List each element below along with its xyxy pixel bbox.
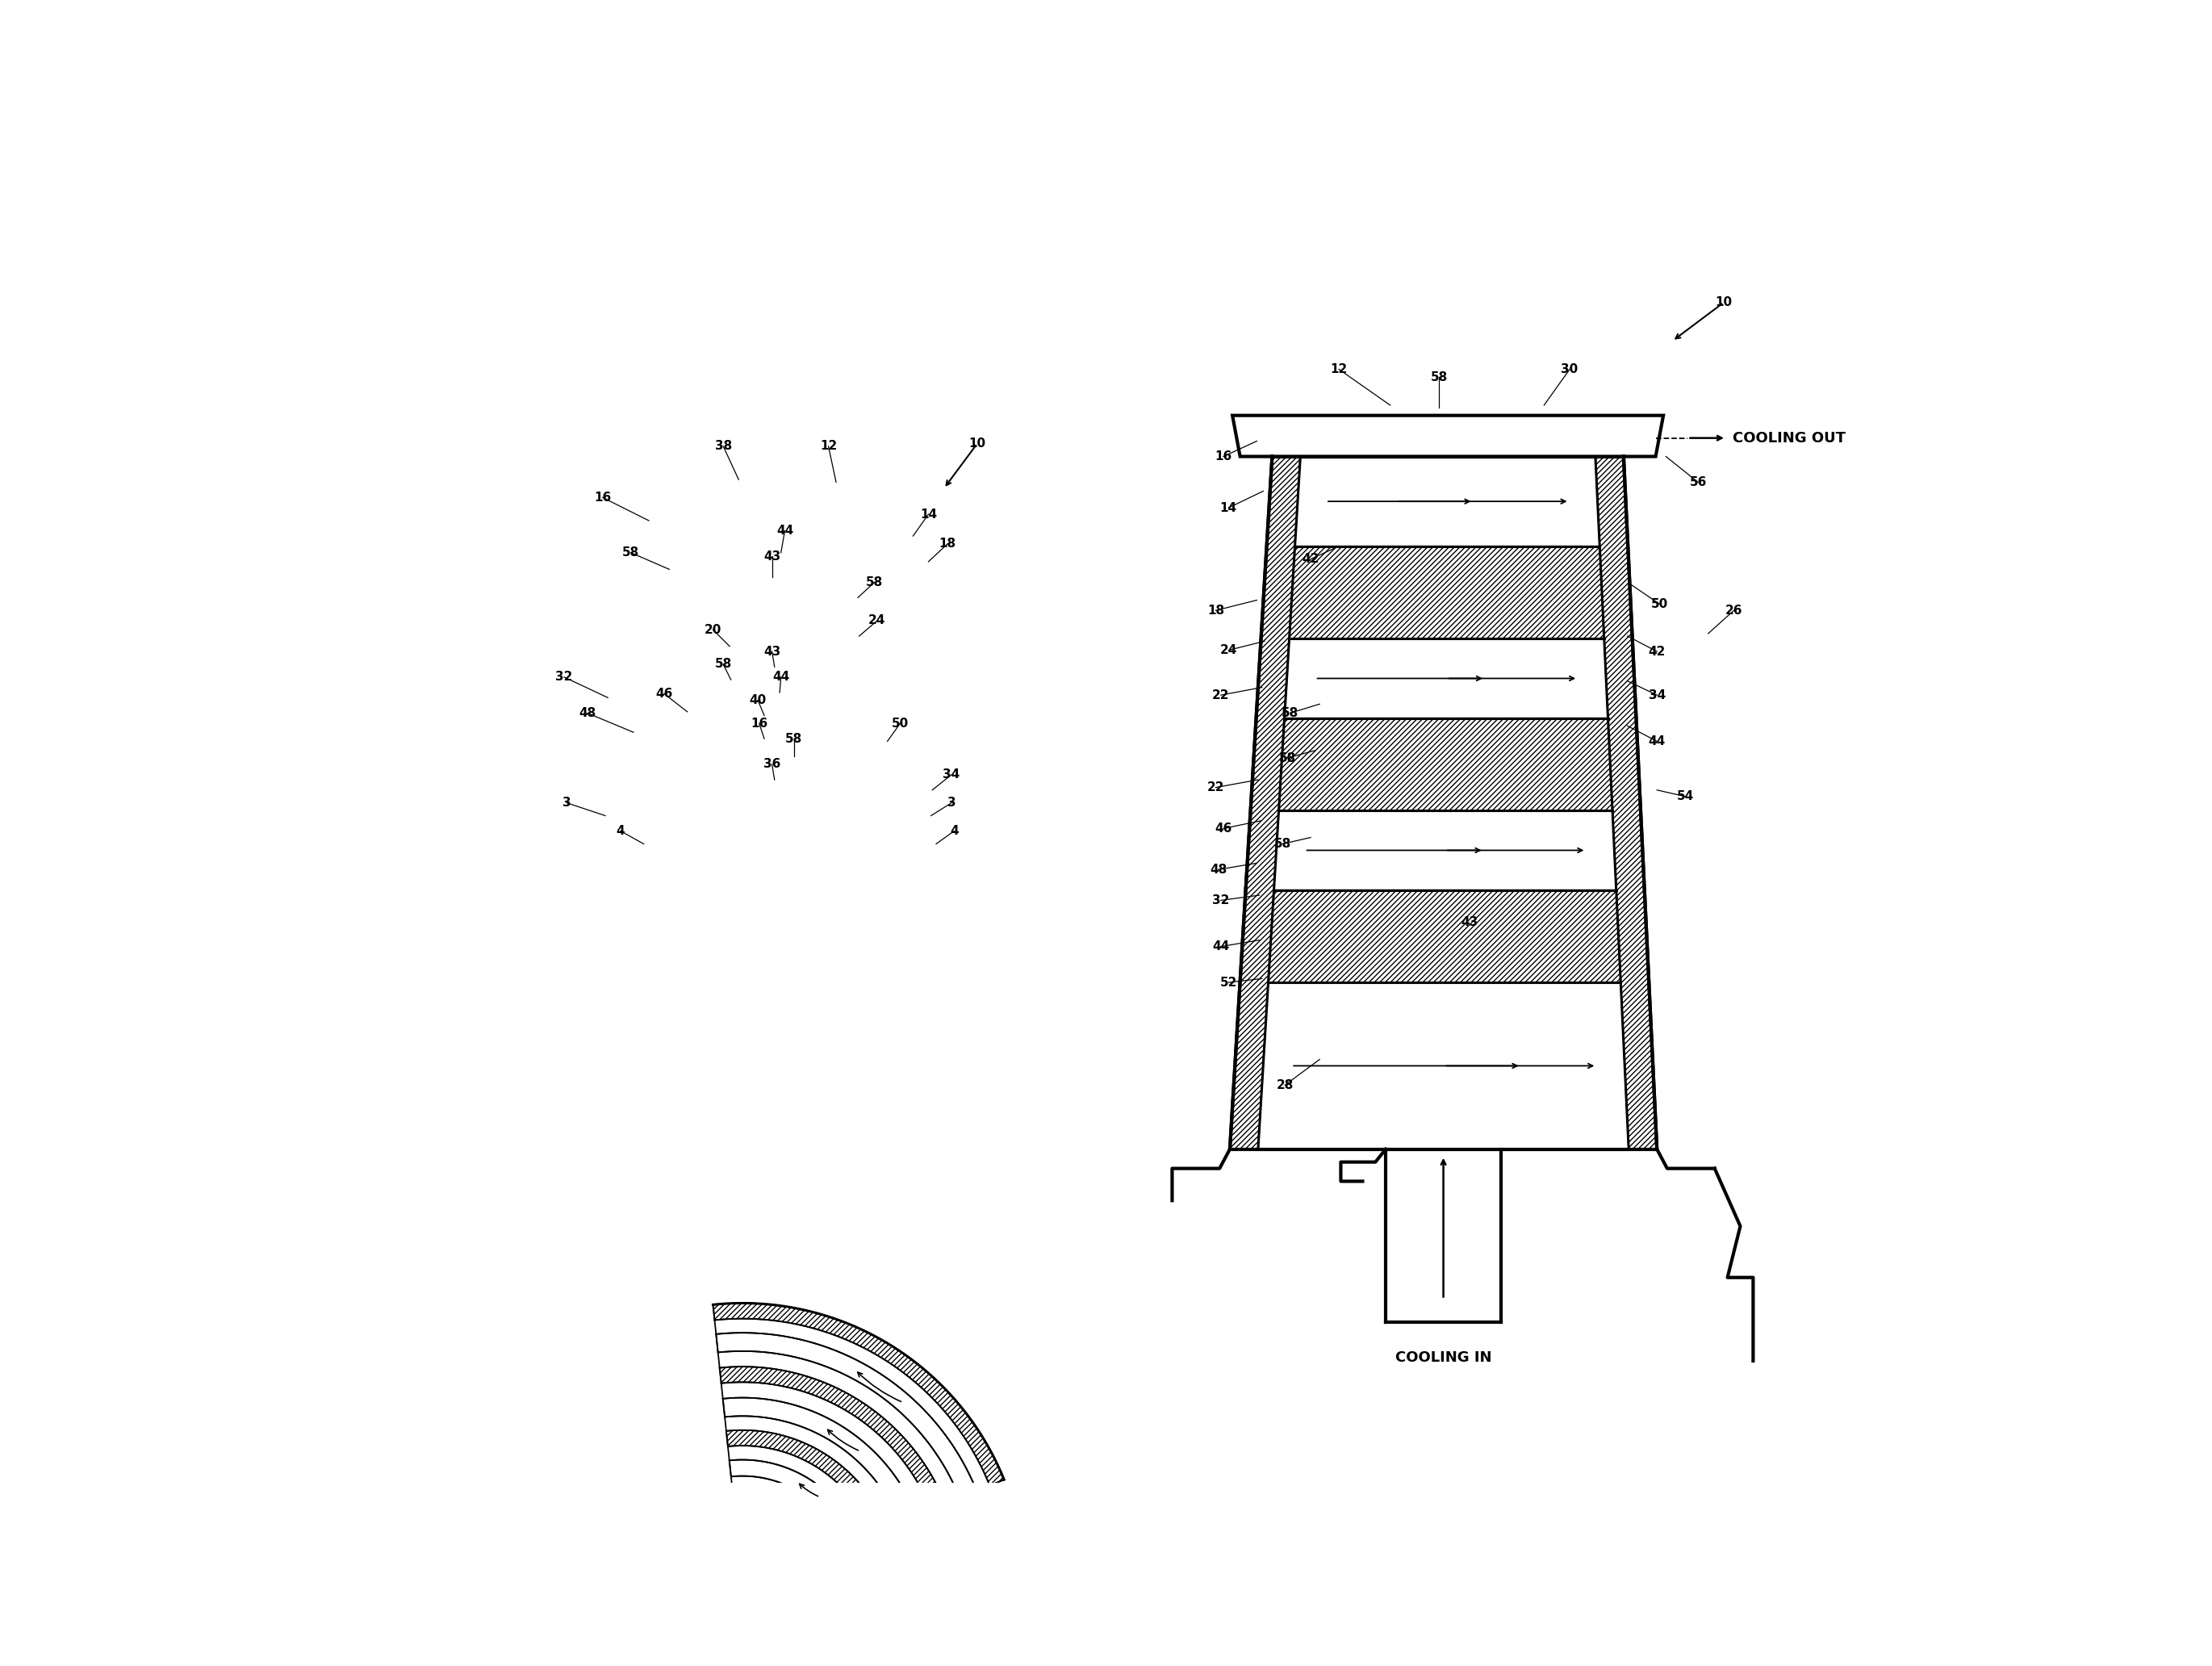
Text: 38: 38 — [714, 440, 732, 451]
Text: 56: 56 — [1690, 476, 1708, 488]
Polygon shape — [1230, 456, 1301, 1150]
Text: 58: 58 — [1279, 751, 1296, 765]
Text: 44: 44 — [776, 525, 794, 536]
Text: 54: 54 — [1677, 790, 1694, 803]
Polygon shape — [712, 1303, 1004, 1486]
Text: 3: 3 — [947, 796, 956, 810]
Polygon shape — [1285, 638, 1608, 718]
Polygon shape — [719, 1366, 945, 1509]
Polygon shape — [1274, 811, 1617, 890]
Text: 14: 14 — [1221, 501, 1237, 513]
Text: 24: 24 — [869, 615, 885, 626]
Text: 58: 58 — [714, 658, 732, 670]
Text: 4: 4 — [617, 825, 626, 836]
Text: 16: 16 — [750, 718, 768, 730]
Text: 34: 34 — [942, 768, 960, 781]
Polygon shape — [732, 1488, 832, 1554]
Text: 42: 42 — [1303, 553, 1318, 565]
Text: COOLING IN: COOLING IN — [1396, 1351, 1491, 1364]
Text: 58: 58 — [1431, 372, 1447, 383]
Text: 32: 32 — [555, 671, 573, 683]
Polygon shape — [717, 1333, 978, 1498]
Text: 32: 32 — [1212, 895, 1230, 906]
Text: 50: 50 — [1650, 598, 1668, 610]
Polygon shape — [1294, 456, 1599, 546]
Text: 52: 52 — [1221, 976, 1237, 988]
Text: 50: 50 — [891, 718, 909, 730]
Text: 22: 22 — [1208, 781, 1225, 793]
Text: 4: 4 — [949, 825, 958, 836]
Text: COOLING OUT: COOLING OUT — [1732, 431, 1845, 445]
Text: 48: 48 — [580, 706, 595, 720]
Text: 10: 10 — [1714, 297, 1732, 308]
Text: 58: 58 — [1281, 706, 1298, 720]
Polygon shape — [730, 1459, 858, 1544]
Text: 46: 46 — [655, 688, 672, 700]
Text: 46: 46 — [1214, 823, 1232, 835]
Text: 22: 22 — [1212, 690, 1230, 701]
Text: 58: 58 — [867, 576, 883, 588]
Polygon shape — [726, 1429, 887, 1533]
Text: 44: 44 — [1212, 941, 1230, 953]
Text: 26: 26 — [1725, 605, 1743, 616]
Text: 44: 44 — [1648, 735, 1666, 748]
Text: 16: 16 — [1214, 450, 1232, 463]
Text: 36: 36 — [763, 758, 781, 770]
Polygon shape — [723, 1398, 916, 1523]
Text: 16: 16 — [595, 491, 611, 503]
Polygon shape — [1267, 890, 1621, 983]
Text: 48: 48 — [1210, 863, 1228, 876]
Text: 3: 3 — [562, 796, 571, 810]
Text: 12: 12 — [1329, 363, 1347, 375]
Text: 24: 24 — [1221, 645, 1237, 656]
Text: 20: 20 — [703, 623, 721, 636]
Text: 58: 58 — [1274, 838, 1292, 850]
Polygon shape — [1259, 983, 1628, 1150]
Polygon shape — [1595, 456, 1657, 1150]
Polygon shape — [1279, 718, 1613, 811]
Text: 58: 58 — [785, 733, 803, 745]
Text: 58: 58 — [622, 546, 639, 558]
Text: 12: 12 — [821, 440, 836, 451]
Text: 10: 10 — [969, 438, 987, 450]
Text: 30: 30 — [1562, 363, 1579, 375]
Text: 43: 43 — [1462, 916, 1478, 928]
Text: 28: 28 — [1276, 1080, 1294, 1091]
Text: 43: 43 — [763, 550, 781, 563]
Text: 42: 42 — [1648, 645, 1666, 658]
Text: 43: 43 — [763, 645, 781, 658]
Text: 18: 18 — [940, 538, 956, 550]
Text: 44: 44 — [772, 671, 790, 683]
Text: 18: 18 — [1208, 605, 1223, 616]
Text: 40: 40 — [750, 695, 765, 706]
Text: 34: 34 — [1648, 690, 1666, 701]
Polygon shape — [1232, 415, 1663, 456]
Polygon shape — [1290, 546, 1604, 638]
Text: 14: 14 — [920, 508, 938, 520]
